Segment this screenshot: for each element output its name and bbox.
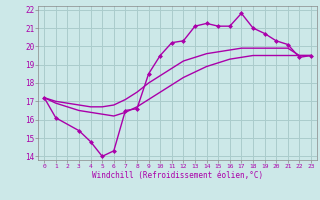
X-axis label: Windchill (Refroidissement éolien,°C): Windchill (Refroidissement éolien,°C): [92, 171, 263, 180]
